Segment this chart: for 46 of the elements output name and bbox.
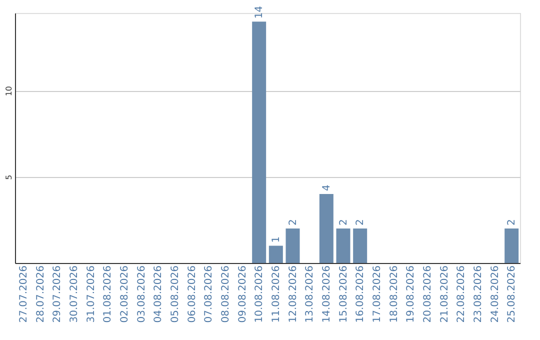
x-tick-label: 04.08.2026 <box>153 266 164 323</box>
x-tick-label: 28.07.2026 <box>35 266 46 323</box>
x-tick-label: 20.08.2026 <box>422 266 434 323</box>
data-label: 14 <box>254 6 266 19</box>
bar <box>353 228 368 263</box>
x-tick-label: 19.08.2026 <box>406 266 417 323</box>
x-tick-label: 29.07.2026 <box>52 266 64 323</box>
x-tick-label: 27.07.2026 <box>18 266 30 323</box>
data-label: 1 <box>270 236 282 243</box>
data-label: 4 <box>321 184 332 192</box>
x-tick-label: 24.08.2026 <box>490 266 501 323</box>
x-tick-label: 22.08.2026 <box>456 266 468 323</box>
x-tick-label: 25.08.2026 <box>506 266 518 323</box>
x-tick-label: 15.08.2026 <box>338 266 350 323</box>
x-tick-label: 12.08.2026 <box>288 266 299 323</box>
bar <box>336 228 350 263</box>
x-tick-label: 06.08.2026 <box>186 266 198 323</box>
bar <box>319 194 334 263</box>
bar <box>504 228 519 263</box>
x-tick-label: 02.08.2026 <box>119 266 130 323</box>
x-tick-label: 18.08.2026 <box>388 266 400 323</box>
data-label: 2 <box>506 219 518 226</box>
bar <box>268 246 283 263</box>
x-tick-label: 10.08.2026 <box>254 266 266 323</box>
data-label: 2 <box>355 219 366 226</box>
x-tick-label: 13.08.2026 <box>304 266 316 323</box>
x-tick-label: 23.08.2026 <box>472 266 484 323</box>
x-tick-label: 03.08.2026 <box>136 266 148 323</box>
x-tick-label: 21.08.2026 <box>439 266 450 323</box>
x-tick-label: 11.08.2026 <box>270 266 282 323</box>
bar <box>252 22 266 263</box>
y-tick-label: 10 <box>4 86 14 96</box>
x-tick-label: 14.08.2026 <box>321 266 332 323</box>
x-tick-label: 31.07.2026 <box>86 266 97 323</box>
bar <box>286 228 300 263</box>
x-tick-label: 17.08.2026 <box>372 266 383 323</box>
x-tick-label: 08.08.2026 <box>220 266 232 323</box>
x-tick-label: 07.08.2026 <box>204 266 215 323</box>
y-tick-label: 5 <box>4 174 14 180</box>
x-tick-label: 09.08.2026 <box>237 266 248 323</box>
data-label: 2 <box>338 219 350 226</box>
x-tick-label: 05.08.2026 <box>170 266 181 323</box>
x-tick-label: 30.07.2026 <box>68 266 80 323</box>
x-tick-label: 01.08.2026 <box>102 266 114 323</box>
x-tick-label: 16.08.2026 <box>355 266 366 323</box>
data-label: 2 <box>288 219 299 226</box>
